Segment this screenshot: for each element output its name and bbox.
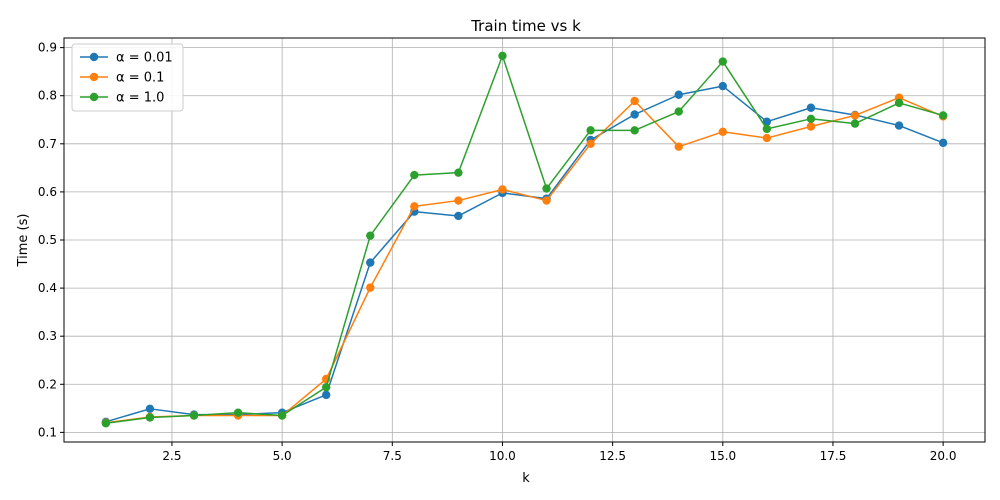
data-point — [321, 382, 331, 392]
data-point — [850, 111, 860, 120]
legend-label: α = 0.01 — [116, 51, 173, 66]
data-point — [366, 231, 375, 240]
x-tick-label: 15.0 — [709, 449, 736, 463]
x-tick-label: 17.5 — [820, 449, 847, 463]
legend-label: α = 0.1 — [116, 71, 164, 86]
series-line — [105, 55, 944, 424]
data-point — [366, 283, 375, 292]
legend-marker — [89, 52, 99, 62]
data-point — [366, 258, 375, 267]
data-point — [806, 122, 816, 131]
x-tick-label: 20.0 — [930, 449, 957, 463]
y-tick-label: 0.6 — [38, 185, 57, 199]
legend-marker — [89, 72, 99, 82]
data-point — [145, 404, 155, 414]
data-point — [498, 185, 507, 194]
data-point — [233, 408, 243, 417]
data-point — [321, 390, 331, 400]
data-point — [894, 98, 904, 108]
data-point — [762, 117, 772, 126]
chart-title: Train time vs k — [470, 17, 581, 35]
data-point — [189, 411, 199, 420]
data-point — [718, 57, 728, 66]
data-point — [410, 170, 419, 180]
data-point — [806, 114, 816, 124]
y-tick-label: 0.1 — [38, 425, 57, 439]
data-point — [806, 103, 816, 112]
data-point — [542, 196, 551, 205]
data-point — [674, 90, 683, 99]
y-tick-label: 0.9 — [38, 41, 57, 55]
legend: α = 0.01 α = 0.1 α = 1.0 — [71, 43, 184, 112]
series-3 — [101, 51, 948, 428]
series-line — [105, 85, 944, 423]
data-point — [454, 196, 463, 205]
data-point — [850, 119, 860, 128]
series-layer — [101, 51, 948, 428]
data-point — [938, 111, 948, 120]
x-tick-label: 10.0 — [489, 449, 516, 463]
grid-layer — [64, 38, 985, 442]
y-tick-label: 0.8 — [38, 89, 57, 103]
data-point — [145, 413, 155, 422]
data-point — [410, 202, 419, 211]
data-point — [938, 138, 948, 148]
data-point — [718, 81, 728, 91]
legend-item: α = 0.01 — [80, 51, 173, 66]
data-point — [454, 211, 463, 221]
legend-label: α = 1.0 — [116, 91, 164, 106]
data-point — [762, 133, 772, 143]
y-tick-label: 0.7 — [38, 137, 57, 151]
data-point — [894, 121, 904, 130]
data-point — [277, 411, 287, 420]
data-point — [718, 127, 728, 136]
data-point — [542, 184, 551, 193]
data-point — [586, 139, 595, 149]
legend-item: α = 1.0 — [80, 91, 164, 106]
x-tick-label: 5.0 — [273, 449, 292, 463]
data-point — [498, 51, 507, 60]
data-point — [674, 142, 683, 151]
x-axis-label: k — [522, 471, 530, 486]
y-tick-label: 0.5 — [38, 233, 57, 247]
x-tick-label: 7.5 — [383, 449, 402, 463]
y-axis-label: Time (s) — [16, 214, 31, 268]
y-tick-label: 0.2 — [38, 377, 57, 391]
legend-item: α = 0.1 — [80, 71, 164, 86]
series-line — [105, 96, 944, 424]
x-tick-label: 2.5 — [162, 449, 181, 463]
data-point — [630, 126, 639, 135]
data-point — [762, 124, 772, 134]
data-point — [674, 107, 683, 116]
legend-box — [71, 43, 184, 112]
series-1 — [101, 81, 948, 426]
legend-marker — [89, 92, 99, 102]
data-point — [630, 110, 639, 119]
x-tick-label: 12.5 — [599, 449, 626, 463]
data-point — [586, 126, 595, 135]
y-tick-label: 0.3 — [38, 329, 57, 343]
y-tick-label: 0.4 — [38, 281, 57, 295]
tick-layer: 2.5 5.0 7.5 10.0 12.5 15.0 17.5 20.0 0.1 0.2 0.3 0.… — [38, 41, 957, 463]
data-point — [454, 168, 463, 177]
data-point — [630, 96, 639, 106]
data-point — [101, 419, 111, 428]
